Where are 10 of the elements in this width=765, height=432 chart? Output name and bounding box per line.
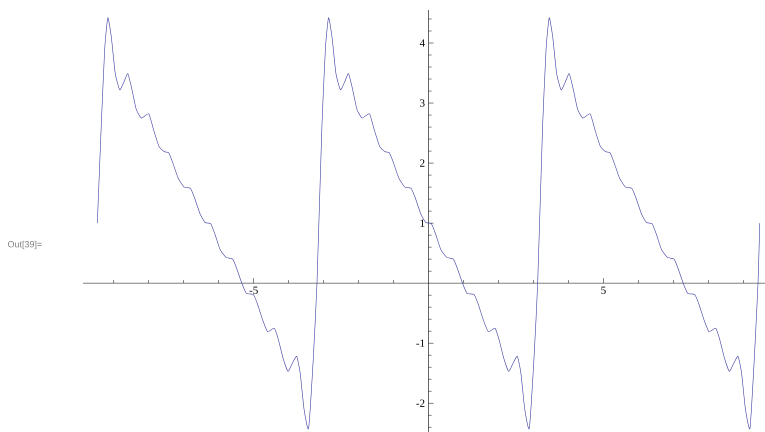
text: Out[39]= bbox=[8, 240, 42, 250]
y-tick-label: -2 bbox=[416, 400, 424, 407]
line-series bbox=[97, 17, 760, 429]
y-tick-label: 2 bbox=[420, 159, 424, 167]
x-tick-label: 5 bbox=[601, 286, 606, 294]
y-tick-label: 3 bbox=[420, 99, 425, 107]
x-tick-label: -5 bbox=[250, 286, 258, 294]
y-tick-label: 1 bbox=[420, 219, 424, 227]
y-tick-label: 4 bbox=[420, 39, 425, 47]
y-tick-label: -1 bbox=[416, 340, 424, 347]
